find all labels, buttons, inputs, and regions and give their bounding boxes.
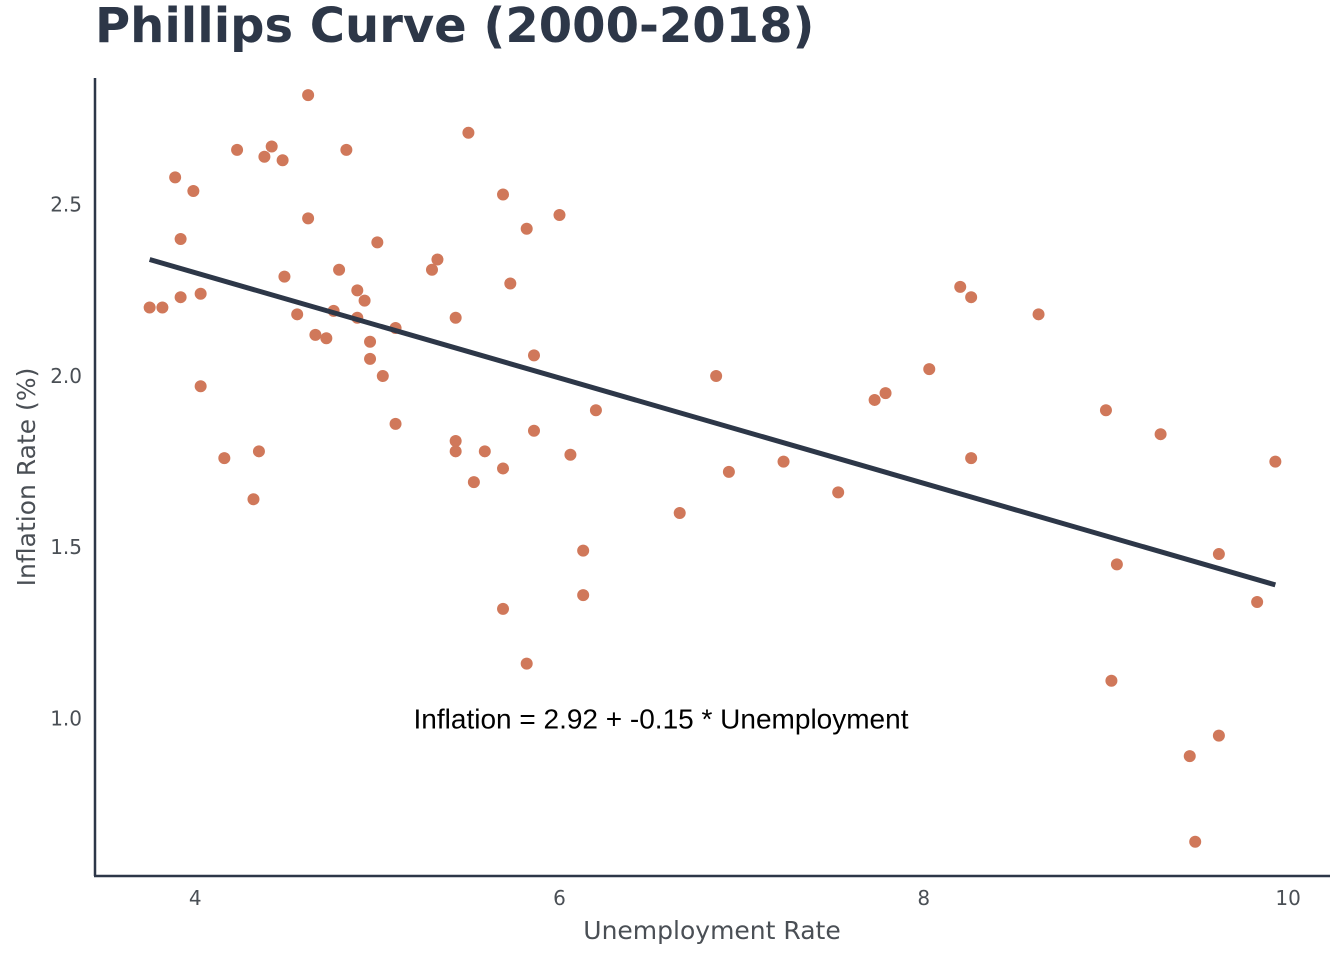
data-point — [520, 657, 533, 670]
data-point — [673, 506, 686, 519]
data-point — [425, 263, 438, 276]
data-point — [1212, 729, 1225, 742]
data-point — [389, 417, 402, 430]
data-point — [497, 462, 510, 475]
data-point — [1189, 835, 1202, 848]
data-point — [710, 369, 723, 382]
data-point — [777, 455, 790, 468]
data-point — [156, 301, 169, 314]
data-point — [879, 387, 892, 400]
data-point — [589, 404, 602, 417]
y-tick-label: 2.0 — [50, 364, 82, 388]
data-point — [954, 280, 967, 293]
data-point — [258, 150, 271, 163]
data-point — [333, 263, 346, 276]
data-point — [577, 589, 590, 602]
data-point — [923, 363, 936, 376]
data-points — [143, 89, 1282, 848]
data-point — [309, 328, 322, 341]
x-tick-label: 8 — [917, 886, 930, 910]
data-point — [302, 89, 315, 102]
data-point — [278, 270, 291, 283]
plot-area: 4 6 8 10 1.0 1.5 2.0 2.5 Inflation = 2.92 + -0… — [50, 78, 1330, 910]
data-point — [351, 284, 364, 297]
data-point — [194, 287, 207, 300]
y-axis-title: Inflation Rate (%) — [12, 368, 41, 587]
data-point — [1212, 548, 1225, 561]
data-point — [187, 185, 200, 198]
data-point — [1251, 596, 1264, 609]
data-point — [478, 445, 491, 458]
data-point — [449, 311, 462, 324]
data-point — [449, 435, 462, 448]
x-axis-ticks: 4 6 8 10 — [189, 886, 1301, 910]
data-point — [1110, 558, 1123, 571]
data-point — [1183, 750, 1196, 763]
data-point — [1105, 674, 1118, 687]
data-point — [431, 253, 444, 266]
data-point — [1154, 428, 1167, 441]
x-tick-label: 6 — [553, 886, 566, 910]
data-point — [1099, 404, 1112, 417]
y-axis-ticks: 1.0 1.5 2.0 2.5 — [50, 193, 82, 731]
data-point — [247, 493, 260, 506]
data-point — [868, 393, 881, 406]
data-point — [174, 232, 187, 245]
data-point — [358, 294, 371, 307]
y-tick-label: 1.5 — [50, 535, 82, 559]
data-point — [504, 277, 517, 290]
data-point — [143, 301, 156, 314]
data-point — [527, 349, 540, 362]
x-axis-title: Unemployment Rate — [583, 916, 840, 945]
data-point — [340, 143, 353, 156]
x-tick-label: 4 — [189, 886, 202, 910]
data-point — [965, 452, 978, 465]
data-point — [520, 222, 533, 235]
data-point — [364, 335, 377, 348]
data-point — [527, 424, 540, 437]
y-tick-label: 2.5 — [50, 193, 82, 217]
data-point — [832, 486, 845, 499]
data-point — [364, 352, 377, 365]
data-point — [722, 465, 735, 478]
y-tick-label: 1.0 — [50, 706, 82, 730]
x-tick-label: 10 — [1275, 886, 1300, 910]
chart-title: Phillips Curve (2000-2018) — [95, 0, 814, 54]
data-point — [564, 448, 577, 461]
data-point — [291, 308, 304, 321]
data-point — [276, 154, 289, 167]
data-point — [218, 452, 231, 465]
data-point — [194, 380, 207, 393]
data-point — [462, 126, 475, 139]
data-point — [1269, 455, 1282, 468]
data-point — [553, 208, 566, 221]
data-point — [467, 476, 480, 489]
data-point — [965, 291, 978, 304]
data-point — [169, 171, 182, 184]
data-point — [497, 602, 510, 615]
data-point — [371, 236, 384, 249]
data-point — [174, 291, 187, 304]
data-point — [302, 212, 315, 225]
regression-line — [148, 257, 1277, 588]
data-point — [1032, 308, 1045, 321]
regression-equation: Inflation = 2.92 + -0.15 * Unemployment — [414, 703, 909, 734]
data-point — [577, 544, 590, 557]
data-point — [252, 445, 265, 458]
data-point — [320, 332, 333, 345]
data-point — [231, 143, 244, 156]
data-point — [265, 140, 278, 153]
data-point — [449, 445, 462, 458]
data-point — [497, 188, 510, 201]
data-point — [376, 369, 389, 382]
